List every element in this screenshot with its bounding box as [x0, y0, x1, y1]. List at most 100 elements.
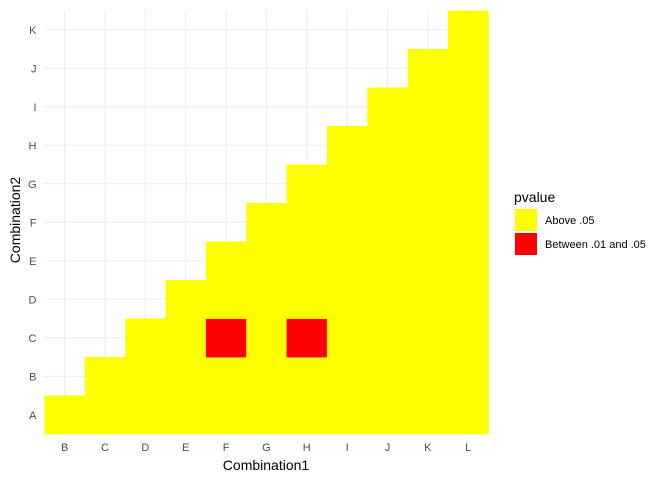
x-tick-label: K	[424, 442, 432, 454]
heatmap-cell-G-E	[246, 241, 287, 281]
heatmap-cell-H-A	[286, 395, 328, 435]
heatmap-cell-I-D	[326, 280, 368, 319]
heatmap-cell-F-B	[205, 357, 247, 396]
heatmap-cell-K-E	[407, 241, 449, 281]
y-tick-label: H	[29, 140, 37, 152]
x-tick-label: B	[61, 442, 68, 454]
heatmap-cell-L-E	[448, 241, 489, 281]
heatmap-cell-L-K	[448, 10, 489, 50]
heatmap-cell-H-F	[286, 203, 328, 242]
y-tick-label: A	[29, 410, 37, 422]
heatmap-cell-E-A	[165, 395, 207, 435]
heatmap-cell-L-F	[448, 203, 489, 242]
heatmap-cell-I-B	[326, 357, 368, 396]
heatmap-cell-G-A	[246, 395, 287, 435]
heatmap-cell-L-J	[448, 49, 489, 88]
heatmap-cell-I-F	[326, 203, 368, 242]
heatmap-cell-J-B	[367, 357, 409, 396]
heatmap-cell-K-G	[407, 164, 449, 204]
heatmap-cell-D-B	[125, 357, 166, 396]
heatmap-cell-E-B	[165, 357, 207, 396]
heatmap-cell-H-E	[286, 241, 328, 281]
legend-label: Above .05	[545, 215, 595, 227]
heatmap-cell-L-H	[448, 126, 489, 165]
x-tick-label: J	[385, 442, 391, 454]
heatmap-cell-I-C	[326, 318, 368, 358]
y-axis-title: Combination2	[7, 177, 23, 264]
heatmap-cell-F-A	[205, 395, 247, 435]
heatmap-cell-K-F	[407, 203, 449, 242]
y-tick-label: I	[33, 102, 36, 114]
y-tick-label: E	[29, 256, 36, 268]
heatmap-cell-I-E	[326, 241, 368, 281]
heatmap-cell-F-E	[205, 241, 247, 281]
heatmap-cell-L-G	[448, 164, 489, 204]
x-tick-label: F	[223, 442, 230, 454]
x-tick-label: L	[465, 442, 471, 454]
heatmap-cell-D-A	[125, 395, 166, 435]
heatmap-cell-I-G	[326, 164, 368, 204]
legend-title: pvalue	[514, 189, 555, 205]
legend-swatch	[515, 209, 537, 231]
y-tick-label: F	[30, 217, 37, 229]
heatmap-cell-I-A	[326, 395, 368, 435]
x-tick-label: C	[101, 442, 109, 454]
heatmap-cell-B-A	[44, 395, 86, 435]
heatmap-cell-K-A	[407, 395, 449, 435]
heatmap-cell-I-H	[326, 126, 368, 165]
heatmap-cell-D-C	[125, 318, 166, 358]
y-tick-label: D	[29, 294, 37, 306]
x-tick-label: I	[346, 442, 349, 454]
heatmap-cell-H-B	[286, 357, 328, 396]
heatmap-cell-J-I	[367, 87, 409, 127]
heatmap-cell-H-D	[286, 280, 328, 319]
heatmap-cell-L-D	[448, 280, 489, 319]
heatmap-cell-J-A	[367, 395, 409, 435]
heatmap-cell-H-C	[286, 318, 328, 358]
heatmap-cell-C-B	[84, 357, 126, 396]
legend-label: Between .01 and .05	[545, 239, 646, 251]
heatmap-cell-J-E	[367, 241, 409, 281]
heatmap-cell-J-C	[367, 318, 409, 358]
y-tick-label: B	[29, 371, 36, 383]
heatmap-cell-J-G	[367, 164, 409, 204]
heatmap-cell-G-B	[246, 357, 287, 396]
x-tick-label: G	[262, 442, 271, 454]
x-tick-label: D	[141, 442, 149, 454]
y-tick-label: K	[29, 25, 37, 37]
heatmap-cell-K-C	[407, 318, 449, 358]
heatmap-cell-H-G	[286, 164, 328, 204]
legend: pvalue Above .05 Between .01 and .05	[514, 189, 646, 255]
heatmap-cell-E-D	[165, 280, 207, 319]
y-tick-label: G	[28, 179, 37, 191]
x-axis-ticks: B C D E F G H I J K L	[61, 442, 471, 454]
heatmap-cell-J-D	[367, 280, 409, 319]
legend-swatch	[515, 233, 537, 255]
heatmap-cell-L-A	[448, 395, 489, 435]
heatmap-cell-J-H	[367, 126, 409, 165]
heatmap-cell-L-B	[448, 357, 489, 396]
x-axis-title: Combination1	[223, 457, 310, 473]
heatmap-cell-F-D	[205, 280, 247, 319]
heatmap-cell-K-H	[407, 126, 449, 165]
heatmap-cell-K-I	[407, 87, 449, 127]
heatmap-cell-F-C	[205, 318, 247, 358]
heatmap-cell-G-F	[246, 203, 287, 242]
y-tick-label: C	[29, 333, 37, 345]
x-tick-label: E	[182, 442, 189, 454]
x-tick-label: H	[303, 442, 311, 454]
heatmap-cell-J-F	[367, 203, 409, 242]
heatmap-cell-K-D	[407, 280, 449, 319]
heatmap-cell-K-J	[407, 49, 449, 88]
legend-entries: Above .05 Between .01 and .05	[515, 209, 646, 255]
heatmap-cell-E-C	[165, 318, 207, 358]
heatmap-cell-L-I	[448, 87, 489, 127]
y-tick-label: J	[31, 63, 37, 75]
heatmap-cell-C-A	[84, 395, 126, 435]
heatmap-cell-K-B	[407, 357, 449, 396]
heatmap-cells	[44, 10, 489, 435]
heatmap-cell-L-C	[448, 318, 489, 358]
heatmap-cell-G-D	[246, 280, 287, 319]
heatmap-cell-G-C	[246, 318, 287, 358]
